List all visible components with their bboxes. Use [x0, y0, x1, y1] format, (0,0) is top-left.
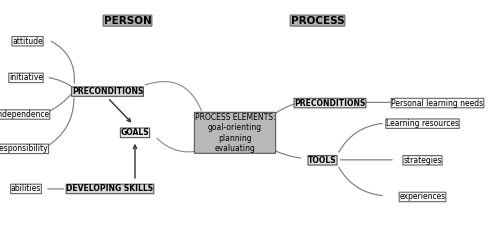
Text: independence: independence [0, 110, 50, 119]
Text: experiences: experiences [400, 192, 446, 202]
Text: DEVELOPING SKILLS: DEVELOPING SKILLS [66, 184, 154, 194]
Text: PRECONDITIONS: PRECONDITIONS [294, 98, 366, 108]
Text: initiative: initiative [9, 73, 43, 82]
Text: Personal learning needs: Personal learning needs [392, 98, 484, 108]
Text: Learning resources: Learning resources [386, 119, 459, 128]
Text: PROCESS ELEMENTS:
goal-orienting
planning
evaluating: PROCESS ELEMENTS: goal-orienting plannin… [195, 113, 275, 153]
Text: attitude: attitude [12, 37, 43, 46]
Text: GOALS: GOALS [120, 128, 150, 137]
Text: PROCESS: PROCESS [290, 16, 344, 26]
Text: PRECONDITIONS: PRECONDITIONS [72, 87, 143, 96]
Text: strategies: strategies [403, 156, 442, 165]
Text: abilities: abilities [11, 184, 41, 194]
Text: responsibility: responsibility [0, 144, 48, 153]
Text: PERSON: PERSON [104, 16, 152, 26]
Text: TOOLS: TOOLS [308, 156, 337, 165]
